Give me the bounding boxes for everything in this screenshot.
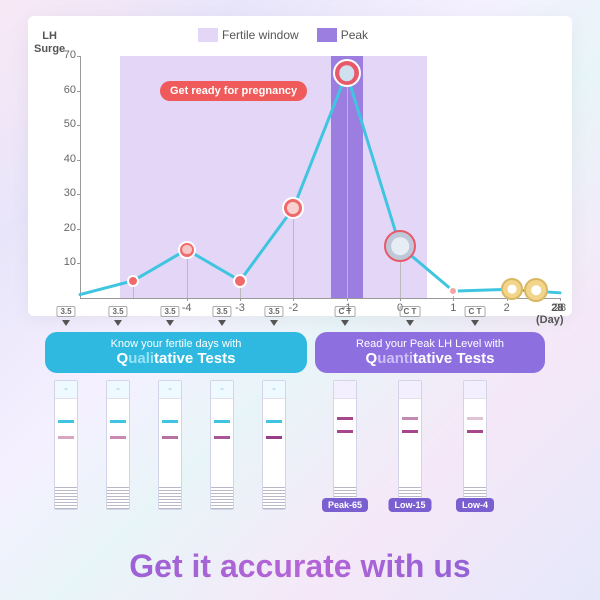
pregnancy-callout: Get ready for pregnancy (160, 81, 307, 101)
y-axis (80, 56, 81, 298)
test-strip (398, 380, 422, 510)
strip-result-tag: Low-15 (388, 498, 431, 512)
y-axis-label: LHSurge (34, 30, 65, 56)
test-strip (463, 380, 487, 510)
quant-info-band: Read your Peak LH Level withQuantitative… (315, 332, 545, 373)
lh-marker (178, 241, 196, 259)
test-strip: ~ (106, 380, 130, 510)
lh-marker (448, 286, 458, 296)
x-axis (80, 298, 560, 299)
lh-marker (333, 59, 361, 87)
test-strip (333, 380, 357, 510)
strip-result-tag: Peak-65 (322, 498, 368, 512)
lh-marker (233, 274, 247, 288)
test-strip: ~ (158, 380, 182, 510)
donut-icon (501, 278, 523, 300)
lh-marker (127, 275, 139, 287)
strip-result-tag: Low-4 (456, 498, 494, 512)
lh-marker (384, 230, 416, 262)
test-strip: ~ (210, 380, 234, 510)
legend: Fertile windowPeak (198, 26, 386, 44)
headline: Get it accurate with us (0, 548, 600, 585)
qual-info-band: Know your fertile days withQualitative T… (45, 332, 307, 373)
test-strip: ~ (262, 380, 286, 510)
test-strip: ~ (54, 380, 78, 510)
lh-marker (282, 197, 304, 219)
x-axis-label: 28(Day) (536, 302, 564, 326)
